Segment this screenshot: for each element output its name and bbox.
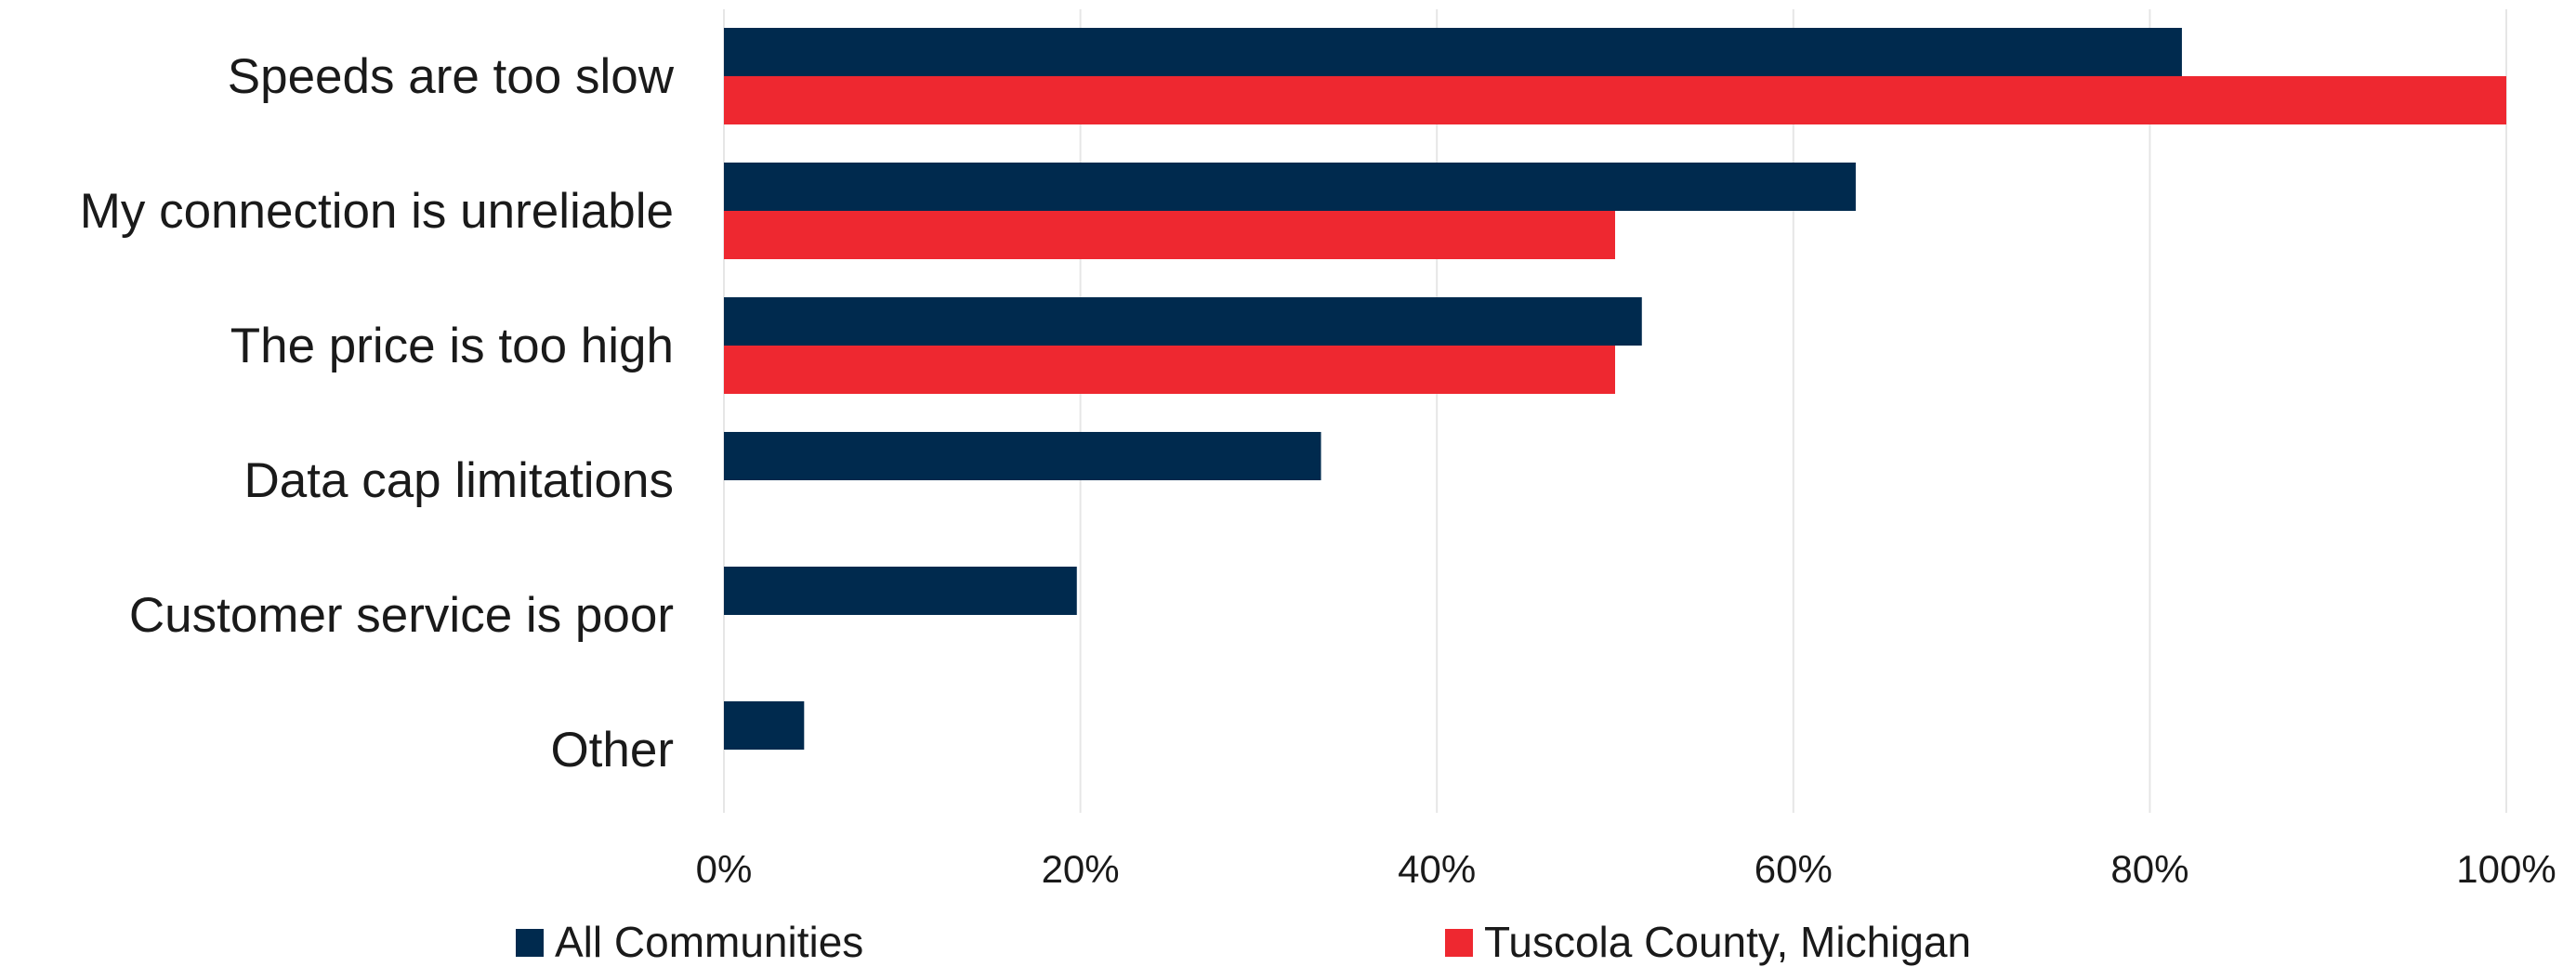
bar-all-communities [724,432,1321,480]
gridlines [723,9,2507,813]
bar-all-communities [724,701,805,750]
bars [724,28,2506,750]
category-label: Speeds are too slow [228,49,675,104]
category-label: Customer service is poor [129,588,674,643]
category-labels: Speeds are too slow My connection is unre… [80,49,675,777]
legend-label: Tuscola County, Michigan [1484,918,1971,966]
legend-swatch [1445,929,1473,957]
x-tick-label: 20% [1042,847,1120,891]
legend: All Communities Tuscola County, Michigan [516,918,1971,966]
legend-label: All Communities [555,918,863,966]
bar-tuscola-county [724,346,1615,394]
bar-tuscola-county [724,76,2506,124]
category-label: My connection is unreliable [80,184,674,239]
bar-tuscola-county [724,211,1615,259]
bar-all-communities [724,28,2182,76]
x-tick-label: 40% [1398,847,1476,891]
category-label: The price is too high [230,319,674,373]
bar-all-communities [724,163,1856,211]
x-axis-ticks: 0% 20% 40% 60% 80% 100% [696,847,2556,891]
x-tick-label: 100% [2456,847,2556,891]
bar-all-communities [724,297,1642,346]
x-tick-label: 80% [2110,847,2188,891]
bar-all-communities [724,567,1077,615]
category-label: Other [550,723,674,777]
legend-swatch [516,929,544,957]
x-tick-label: 0% [696,847,753,891]
category-label: Data cap limitations [244,453,674,508]
x-tick-label: 60% [1755,847,1833,891]
